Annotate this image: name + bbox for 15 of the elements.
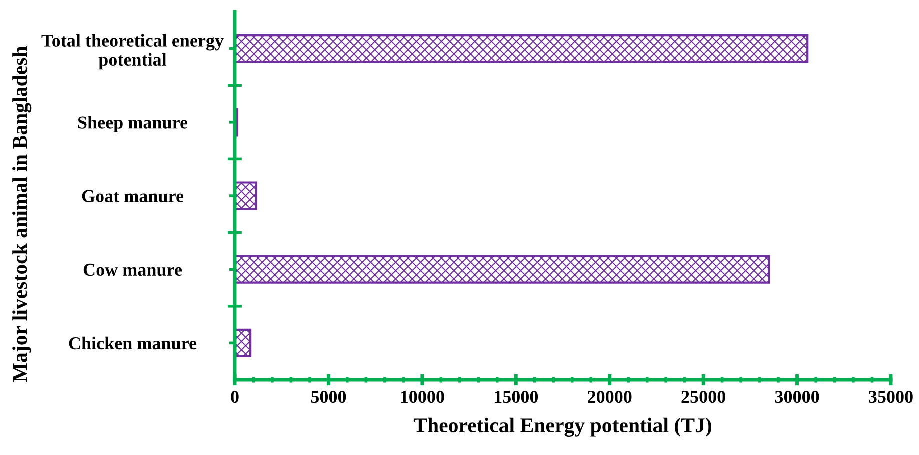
x-tick-label: 30000 (775, 390, 820, 404)
y-axis-title: Major livestock animal in Bangladesh (12, 46, 32, 382)
x-tick-label: 25000 (682, 390, 726, 404)
y-tick-label: Total theoretical energy potential (42, 34, 224, 70)
y-tick-label: Cow manure (84, 264, 182, 276)
x-tick-label: 35000 (869, 390, 913, 404)
x-tick-label: 20000 (588, 390, 632, 404)
x-tick-label: 5000 (311, 390, 346, 404)
y-tick-label: Sheep manure (78, 116, 188, 133)
x-tick-label: 10000 (401, 390, 444, 404)
x-axis-title: Theoretical Energy potential (TJ) (414, 418, 712, 437)
y-tick-label: Chicken manure (69, 336, 197, 350)
x-tick-label: 0 (231, 390, 239, 404)
x-tick-label: 15000 (495, 390, 538, 404)
y-tick-label: Goat manure (82, 190, 184, 202)
